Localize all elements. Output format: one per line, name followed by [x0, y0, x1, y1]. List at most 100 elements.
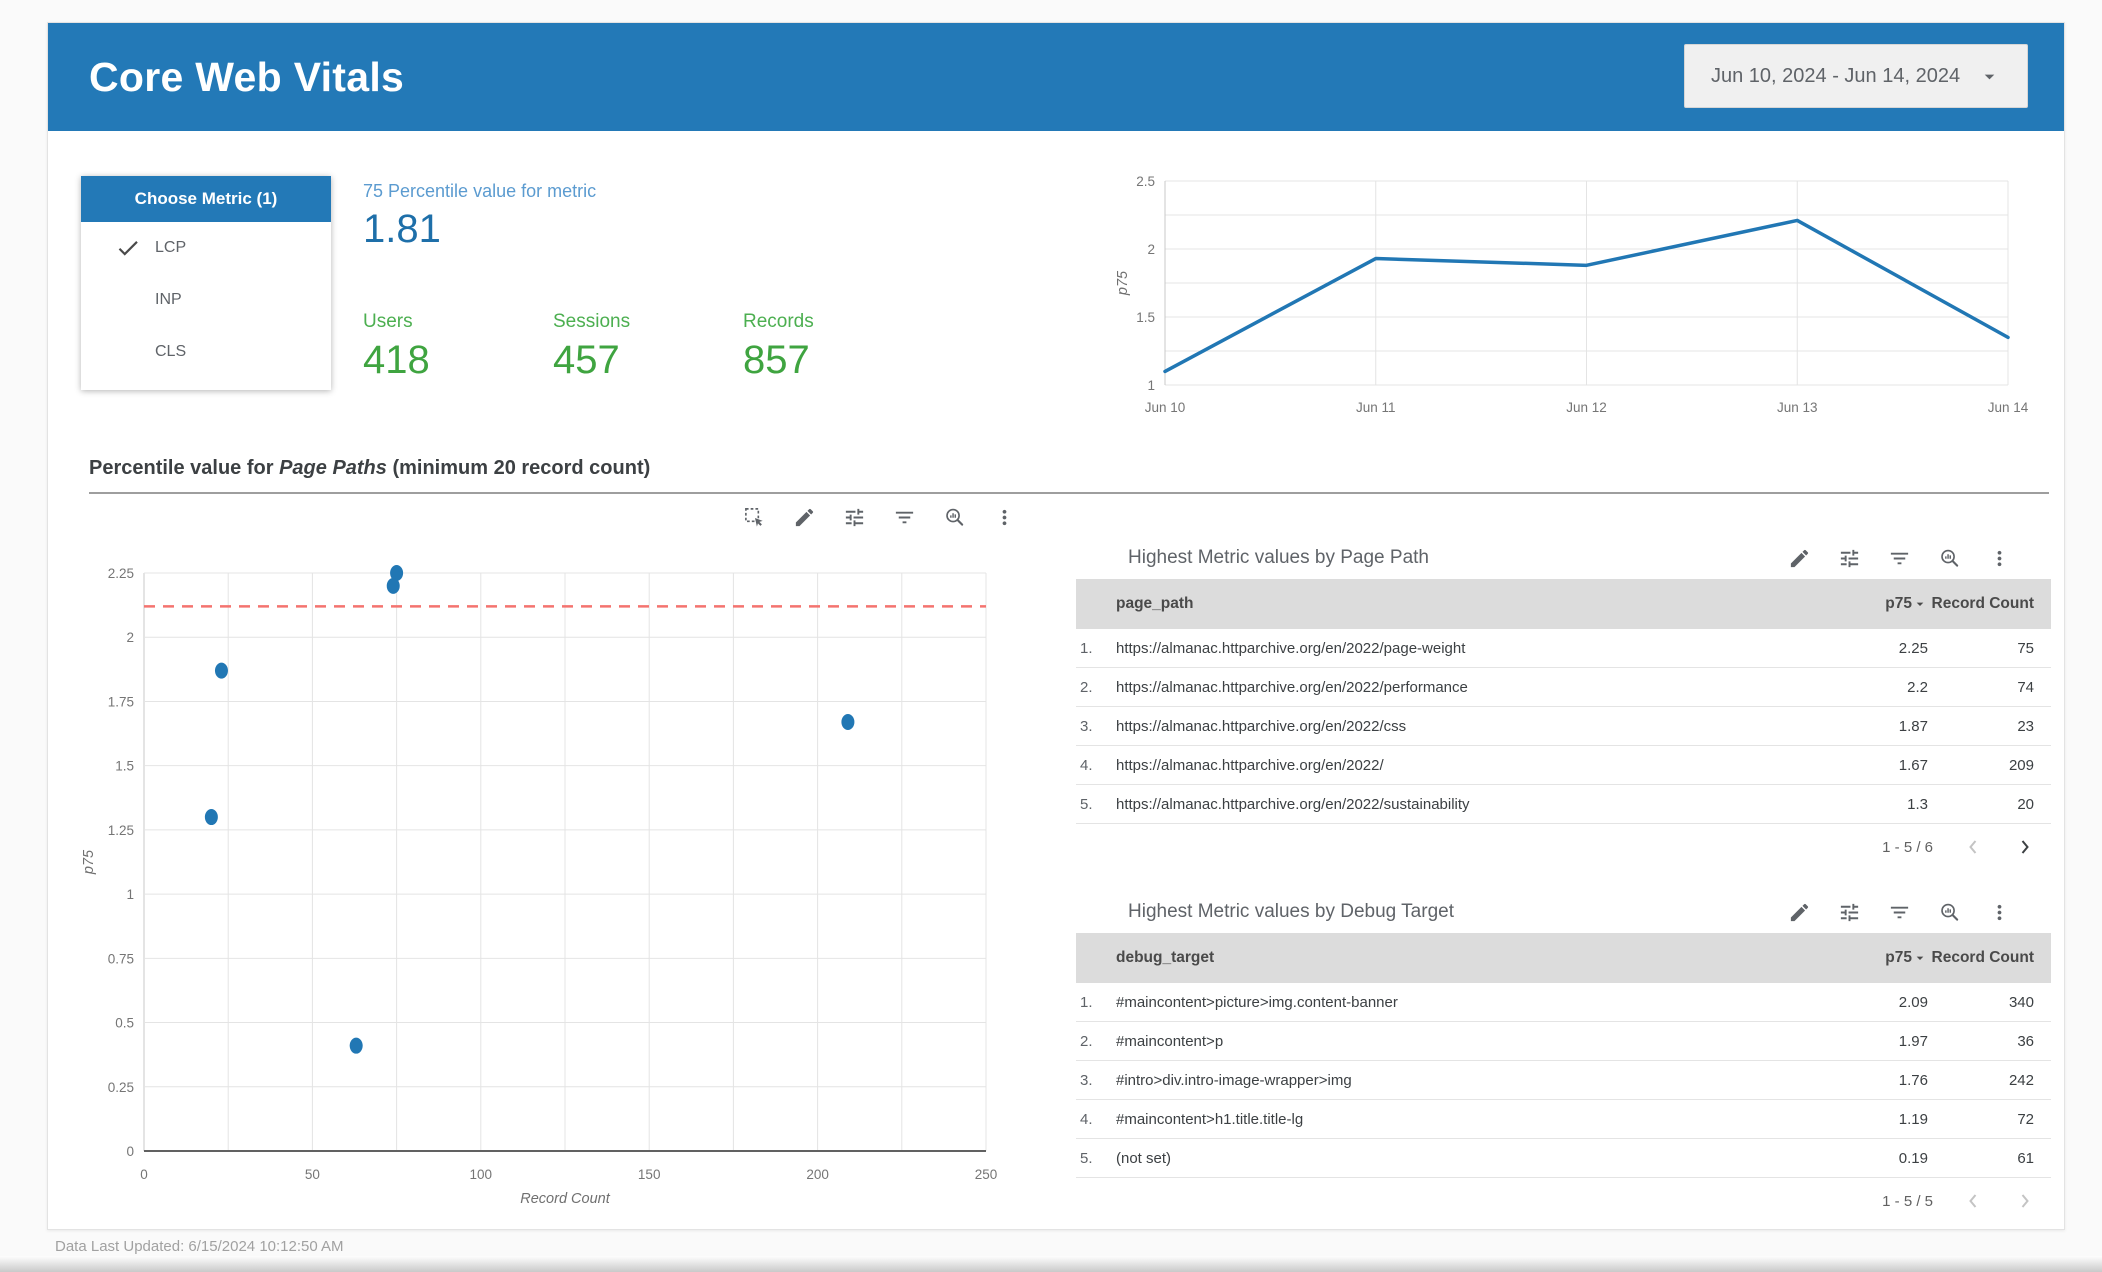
tune-button[interactable]	[1838, 901, 1861, 924]
page-path-cell: https://almanac.httparchive.org/en/2022/	[1116, 756, 1384, 774]
percentile-scorecard-label: 75 Percentile value for metric	[363, 181, 597, 201]
x-tick-label: 50	[305, 1167, 320, 1182]
record-count-cell: 72	[2017, 1110, 2034, 1128]
record-count-cell: 23	[2017, 717, 2034, 735]
table-row: 4. https://almanac.httparchive.org/en/202…	[1076, 746, 2051, 785]
y-tick-label: 0.5	[115, 1016, 134, 1031]
column-header-debug-target[interactable]: debug_target	[1116, 949, 1215, 966]
more-menu-button[interactable]	[993, 506, 1016, 529]
sort-desc-icon	[1916, 602, 1924, 606]
kebab-menu-icon	[1997, 550, 2002, 566]
pagination-range: 1 - 5 / 6	[1882, 838, 1933, 856]
table-page-path: Highest Metric values by Page Path page_…	[1076, 537, 2051, 870]
metric-option-cls[interactable]: CLS	[81, 326, 331, 378]
column-header-p75[interactable]: p75	[1808, 595, 1928, 613]
zoom-chart-icon	[945, 508, 964, 526]
metric-option-label: CLS	[155, 343, 187, 360]
kpi-records: Records 857	[743, 311, 933, 383]
y-tick-label: 0.25	[108, 1080, 134, 1095]
pagination-prev-button[interactable]	[1961, 1189, 1985, 1213]
record-count-cell: 36	[2017, 1032, 2034, 1050]
page-bottom-strip	[0, 1256, 2102, 1272]
more-menu-button[interactable]	[1988, 547, 2011, 570]
zoom-button[interactable]	[1938, 901, 1961, 924]
chevron-right-icon	[2021, 840, 2029, 854]
p75-trend-line[interactable]	[1163, 218, 2010, 374]
column-header-record-count[interactable]: Record Count	[1931, 594, 2034, 612]
record-count-cell: 20	[2017, 795, 2034, 813]
y-tick-label: 1.25	[108, 823, 134, 838]
p75-cell: 2.25	[1898, 639, 1928, 657]
section-divider	[89, 492, 2049, 494]
scatter-point[interactable]	[204, 809, 218, 826]
debug-target-cell: (not set)	[1116, 1149, 1172, 1167]
table-row: 1. #maincontent>picture>img.content-banne…	[1076, 983, 2051, 1022]
tune-button[interactable]	[843, 506, 866, 529]
tune-button[interactable]	[1838, 547, 1861, 570]
metric-option-label: INP	[155, 291, 182, 308]
edit-button[interactable]	[1788, 901, 1811, 924]
metric-selector-header[interactable]: Choose Metric (1)	[81, 176, 331, 222]
x-tick-label: Jun 13	[1777, 400, 1818, 415]
p75-cell: 1.87	[1898, 717, 1928, 735]
edit-button[interactable]	[793, 506, 816, 529]
edit-button[interactable]	[1788, 547, 1811, 570]
pagination-next-button[interactable]	[2013, 835, 2037, 859]
pagination-next-button[interactable]	[2013, 1189, 2037, 1213]
tune-icon	[1840, 549, 1859, 567]
more-menu-button[interactable]	[1988, 901, 2011, 924]
filter-button[interactable]	[893, 506, 916, 529]
pencil-icon	[795, 508, 814, 527]
check-icon	[118, 241, 138, 256]
zoom-chart-icon	[1940, 902, 1959, 921]
metric-option-label: LCP	[155, 239, 187, 256]
scatter-point[interactable]	[214, 662, 228, 679]
metric-option-inp[interactable]: INP	[81, 274, 331, 326]
metric-selector: Choose Metric (1) LCP INP CLS	[81, 176, 331, 390]
y-tick-label: 1.75	[108, 694, 134, 709]
scatter-point[interactable]	[841, 713, 855, 730]
section-title-text: Percentile value for	[89, 457, 280, 479]
y-tick-label: 1	[126, 887, 134, 902]
select-area-button[interactable]	[743, 506, 766, 529]
kpi-label: Sessions	[553, 311, 631, 332]
zoom-button[interactable]	[943, 506, 966, 529]
date-range-value: Jun 10, 2024 - Jun 14, 2024	[1711, 64, 1961, 87]
metric-option-lcp[interactable]: LCP	[81, 222, 331, 274]
column-header-page-path[interactable]: page_path	[1116, 595, 1194, 612]
page-path-scatter-chart: 0 0.25 0.5 0.75 1 1.25 1.5 1.75 2 2.25 0 50 100 150 20…	[81, 565, 997, 1207]
record-count-cell: 61	[2017, 1149, 2034, 1167]
section-title-suffix: (minimum 20 record count)	[386, 457, 651, 479]
date-range-picker[interactable]: Jun 10, 2024 - Jun 14, 2024	[1684, 44, 2028, 108]
y-tick-label: 0	[126, 1144, 134, 1159]
pencil-icon	[1790, 903, 1809, 921]
filter-button[interactable]	[1888, 901, 1911, 924]
table-row: 5. https://almanac.httparchive.org/en/202…	[1076, 785, 2051, 824]
column-header-record-count[interactable]: Record Count	[1931, 948, 2034, 966]
page-path-cell: https://almanac.httparchive.org/en/2022/…	[1116, 717, 1407, 735]
filter-button[interactable]	[1888, 547, 1911, 570]
chevron-right-icon	[2021, 1194, 2029, 1208]
tune-icon	[1840, 903, 1859, 921]
table-row: 2. https://almanac.httparchive.org/en/202…	[1076, 668, 2051, 707]
scatter-point[interactable]	[386, 577, 400, 594]
x-tick-label: 150	[638, 1167, 661, 1182]
x-tick-label: 0	[140, 1167, 148, 1182]
table-row: 3. #intro>div.intro-image-wrapper>img 1.76…	[1076, 1061, 2051, 1100]
scatter-point[interactable]	[349, 1037, 363, 1054]
scatter-point[interactable]	[390, 565, 404, 581]
x-tick-label: Jun 14	[1988, 400, 2029, 415]
check-placeholder	[115, 339, 141, 365]
column-header-p75[interactable]: p75	[1808, 949, 1928, 967]
y-tick-label: 2.5	[1136, 174, 1155, 189]
caret-down-icon	[1984, 74, 1995, 79]
p75-cell: 1.76	[1898, 1071, 1928, 1089]
y-tick-label: 1	[1147, 378, 1155, 393]
kpi-value: 418	[363, 338, 430, 382]
p75-cell: 1.67	[1898, 756, 1928, 774]
p75-time-series-chart: Jun 10 Jun 11 Jun 12 Jun 13 Jun 14 1 1.5 2 2.5 p7…	[1115, 174, 2029, 415]
record-count-cell: 340	[2008, 993, 2034, 1011]
pagination-prev-button[interactable]	[1961, 835, 1985, 859]
zoom-button[interactable]	[1938, 547, 1961, 570]
kpi-sessions: Sessions 457	[553, 311, 743, 383]
